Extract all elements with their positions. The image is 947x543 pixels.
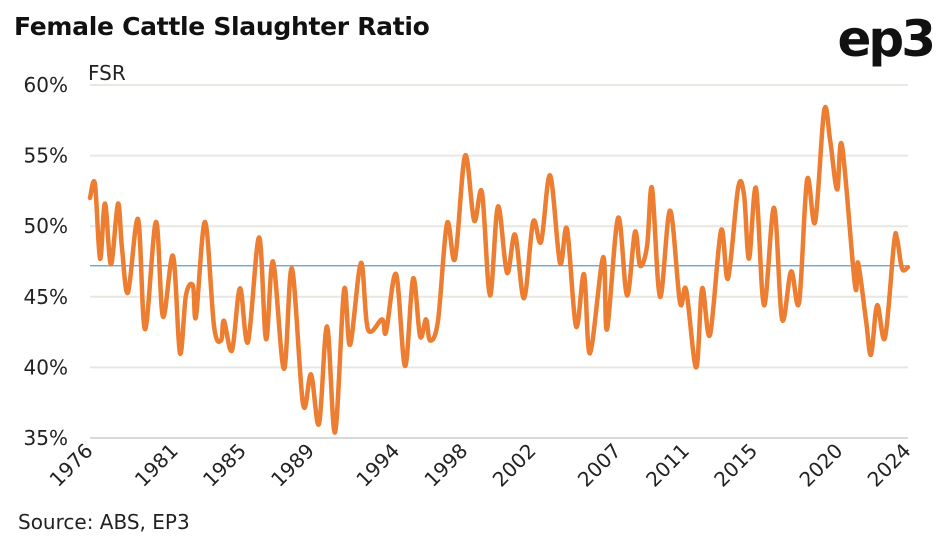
chart-title: Female Cattle Slaughter Ratio: [14, 12, 430, 41]
x-tick-label: 1985: [198, 439, 251, 492]
y-tick-label: 35%: [24, 426, 68, 450]
x-tick-label: 2007: [573, 439, 626, 492]
y-tick-label: 50%: [24, 214, 68, 238]
x-tick-label: 2002: [488, 439, 541, 492]
y-axis-label: FSR: [88, 61, 126, 85]
ep3-logo: ep3: [837, 10, 936, 68]
x-tick-label: 1994: [351, 439, 404, 492]
x-tick-label: 1989: [266, 439, 319, 492]
x-tick-label: 1998: [419, 439, 472, 492]
x-tick-label: 2020: [794, 439, 847, 492]
x-tick-label: 2011: [641, 439, 694, 492]
x-tick-label: 1981: [130, 439, 183, 492]
x-tick-label: 2024: [863, 439, 916, 492]
y-tick-label: 55%: [24, 144, 68, 168]
source-note: Source: ABS, EP3: [18, 510, 190, 534]
y-tick-label: 45%: [24, 285, 68, 309]
x-tick-label: 2015: [709, 439, 762, 492]
series-line-fsr: [87, 104, 911, 435]
y-tick-label: 60%: [24, 73, 68, 97]
y-tick-label: 40%: [24, 355, 68, 379]
